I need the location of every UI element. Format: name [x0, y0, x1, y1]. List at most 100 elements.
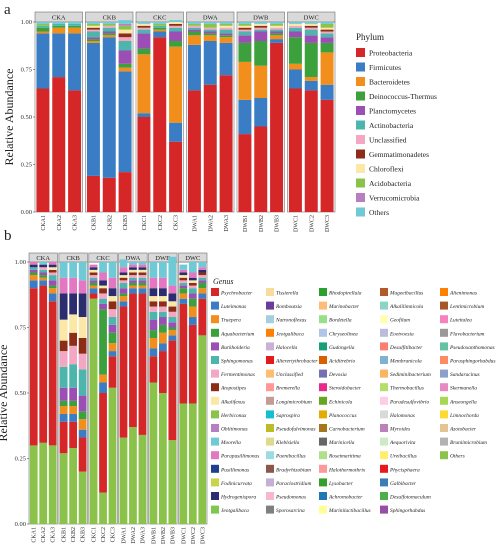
genus-bar-segment	[49, 286, 57, 289]
genus-legend-swatch	[319, 506, 327, 514]
genus-bar-segment	[39, 280, 47, 285]
genus-bar-segment	[109, 351, 117, 356]
genus-bar-segment	[189, 293, 197, 298]
genus-bar-segment	[49, 280, 57, 285]
phylum-bar-segment	[321, 30, 334, 32]
phylum-bar-segment	[321, 28, 334, 30]
phylum-bar-segment	[289, 70, 302, 89]
phylum-bar-segment	[254, 28, 267, 30]
genus-bar-segment	[109, 317, 117, 325]
genus-legend-label: Myroides	[389, 427, 410, 433]
phylum-bar-segment	[87, 26, 100, 28]
genus-legend-swatch	[380, 492, 388, 500]
phylum-bar-segment	[119, 30, 132, 34]
genus-legend-swatch	[319, 478, 327, 486]
genus-bar-segment	[129, 272, 137, 275]
genus-bar-segment	[109, 325, 117, 333]
phylum-bar-segment	[204, 85, 217, 212]
phylum-bar-segment	[119, 51, 132, 64]
phylum-bar-segment	[52, 24, 65, 26]
phylum-legend-label: Verrucomicrobia	[369, 194, 420, 203]
phylum-bar-segment	[220, 24, 233, 26]
genus-bar-segment	[129, 286, 137, 289]
genus-legend-label: Sandaracinus	[450, 372, 480, 378]
genus-legend-swatch	[440, 356, 448, 364]
genus-legend-label: Sediminibacterium	[390, 372, 431, 378]
phylum-bar-segment	[204, 32, 217, 34]
phylum-y-tick-label: 0.50	[21, 114, 32, 121]
genus-legend-swatch	[380, 329, 388, 337]
genus-legend-swatch	[440, 329, 448, 337]
genus-bar-segment	[49, 288, 57, 293]
genus-bar-segment	[189, 307, 197, 317]
phylum-bar-segment	[153, 22, 166, 24]
phylum-bar-segment	[270, 22, 283, 24]
genus-bar-segment	[39, 267, 47, 270]
phylum-bar-segment	[254, 30, 267, 32]
phylum-bar-segment	[305, 26, 318, 28]
genus-facet-strip-label: DWA	[126, 255, 141, 262]
phylum-legend-label: Gemmatimonadetes	[369, 150, 429, 159]
genus-bar-segment	[179, 304, 187, 404]
genus-bar-segment	[60, 414, 68, 422]
phylum-x-tick-label: DWA3	[224, 215, 230, 232]
genus-bar-segment	[189, 262, 197, 272]
phylum-bar-segment	[87, 43, 100, 176]
genus-bar-segment	[39, 272, 47, 275]
phylum-bar-segment	[321, 24, 334, 28]
phylum-bar-segment	[87, 32, 100, 38]
genus-bar-segment	[159, 351, 167, 393]
genus-legend-swatch	[380, 397, 388, 405]
genus-legend-swatch	[266, 383, 274, 391]
genus-legend-label: Echinicola	[328, 399, 353, 405]
genus-bar-segment	[150, 301, 158, 306]
genus-bar-segment	[139, 435, 147, 524]
phylum-bar-segment	[321, 85, 334, 100]
genus-bar-segment	[69, 388, 77, 401]
genus-x-tick-label: CKA3	[51, 527, 57, 543]
phylum-legend-label: Chloroflexi	[369, 165, 404, 174]
phylum-bar-segment	[68, 24, 81, 26]
phylum-bar-segment	[321, 37, 334, 43]
genus-bar-segment	[198, 267, 206, 270]
phylum-bar-segment	[87, 28, 100, 30]
phylum-legend-label: Unclassified	[369, 136, 407, 145]
phylum-bar-segment	[188, 26, 201, 28]
phylum-bar-segment	[137, 113, 150, 117]
genus-bar-segment	[179, 286, 187, 289]
genus-legend-swatch	[440, 288, 448, 296]
genus-bar-segment	[30, 262, 38, 265]
genus-x-tick-label: CKA1	[32, 527, 38, 543]
genus-bar-segment	[69, 333, 77, 346]
genus-bar-segment	[90, 293, 98, 298]
genus-legend-swatch	[211, 370, 219, 378]
phylum-facet-strip-label: CKB	[103, 14, 117, 21]
phylum-x-tick-label: CKA2	[57, 215, 63, 231]
phylum-bar-segment	[36, 22, 49, 24]
genus-bar-segment	[189, 317, 197, 325]
genus-bar-segment	[198, 293, 206, 298]
genus-legend-label: Pseudoxanthomonas	[449, 345, 495, 351]
genus-legend-label: Others	[450, 454, 465, 460]
genus-bar-segment	[168, 335, 176, 340]
genus-y-axis-label: Relative Abundance	[0, 345, 10, 442]
phylum-bar-segment	[188, 90, 201, 212]
genus-bar-segment	[129, 288, 137, 293]
genus-bar-segment	[99, 280, 107, 285]
genus-legend-label: Herbiconux	[220, 413, 247, 419]
genus-legend-swatch	[319, 383, 327, 391]
genus-bar-segment	[60, 453, 68, 524]
genus-legend-label: Thermobacillus	[390, 386, 424, 392]
phylum-facet-strip-label: CKA	[52, 14, 66, 21]
genus-bar-segment	[99, 272, 107, 280]
phylum-legend-label: Acidobacteria	[369, 179, 412, 188]
genus-bar-segment	[30, 270, 38, 273]
genus-x-tick-label: DWA1	[121, 527, 127, 544]
genus-bar-segment	[129, 427, 137, 524]
genus-x-tick-label: CKB3	[81, 527, 87, 542]
phylum-bar-segment	[204, 33, 217, 35]
phylum-x-tick-label: CKB3	[123, 215, 129, 230]
genus-bar-segment	[49, 301, 57, 445]
genus-bar-segment	[90, 270, 98, 273]
genus-legend-label: Ureibacillus	[390, 454, 417, 460]
